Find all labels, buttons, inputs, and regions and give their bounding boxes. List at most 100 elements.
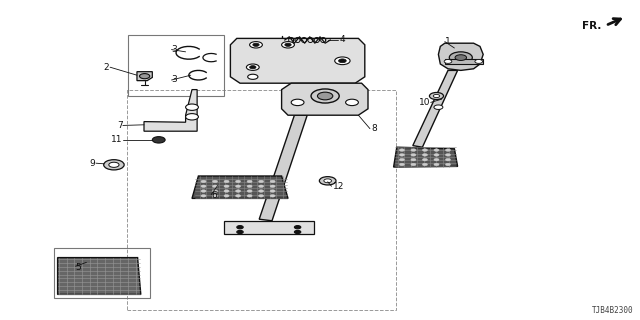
Circle shape <box>434 154 439 156</box>
Circle shape <box>109 162 119 167</box>
Circle shape <box>237 226 243 229</box>
Circle shape <box>270 195 275 197</box>
Text: 3: 3 <box>172 45 177 54</box>
Circle shape <box>319 177 336 185</box>
Circle shape <box>270 180 275 183</box>
Circle shape <box>411 163 416 166</box>
Polygon shape <box>144 90 197 131</box>
Bar <box>54 248 150 298</box>
Polygon shape <box>438 43 483 70</box>
Circle shape <box>324 179 332 183</box>
Circle shape <box>434 158 439 161</box>
Circle shape <box>455 55 467 60</box>
Circle shape <box>434 149 439 151</box>
Circle shape <box>270 185 275 188</box>
Circle shape <box>259 185 264 188</box>
Circle shape <box>236 185 241 188</box>
Circle shape <box>422 149 428 151</box>
Circle shape <box>224 190 229 192</box>
Circle shape <box>247 185 252 188</box>
Circle shape <box>291 99 304 106</box>
Text: 2: 2 <box>103 63 109 72</box>
Circle shape <box>399 163 404 166</box>
Text: 4: 4 <box>339 36 345 44</box>
Circle shape <box>140 74 150 79</box>
Polygon shape <box>230 38 365 83</box>
Circle shape <box>152 137 165 143</box>
Text: FR.: FR. <box>582 21 602 31</box>
Text: 10: 10 <box>419 98 431 107</box>
Text: 9: 9 <box>89 159 95 168</box>
Circle shape <box>445 154 451 156</box>
Text: 11: 11 <box>111 135 123 144</box>
Polygon shape <box>58 258 141 294</box>
Circle shape <box>399 154 404 156</box>
Circle shape <box>248 74 258 79</box>
Polygon shape <box>224 221 314 234</box>
Circle shape <box>282 42 294 48</box>
Text: 3: 3 <box>172 76 177 84</box>
Circle shape <box>247 190 252 192</box>
Circle shape <box>346 99 358 106</box>
Circle shape <box>335 57 350 65</box>
Circle shape <box>212 190 218 192</box>
Text: 6: 6 <box>211 191 217 200</box>
Circle shape <box>399 158 404 161</box>
Text: TJB4B2300: TJB4B2300 <box>592 306 634 315</box>
Polygon shape <box>259 115 307 221</box>
Polygon shape <box>394 147 458 167</box>
Circle shape <box>212 180 218 183</box>
Text: 1: 1 <box>445 37 451 46</box>
Circle shape <box>317 92 333 100</box>
Polygon shape <box>192 176 288 198</box>
Circle shape <box>250 66 256 69</box>
Circle shape <box>449 52 472 63</box>
Text: 7: 7 <box>117 121 123 130</box>
Circle shape <box>444 60 452 63</box>
Polygon shape <box>137 72 152 81</box>
Circle shape <box>294 226 301 229</box>
Circle shape <box>311 89 339 103</box>
Circle shape <box>445 149 451 151</box>
Circle shape <box>237 230 243 234</box>
Circle shape <box>434 163 439 166</box>
Circle shape <box>285 43 291 46</box>
Bar <box>445 59 483 64</box>
Circle shape <box>259 190 264 192</box>
Circle shape <box>250 42 262 48</box>
Circle shape <box>212 185 218 188</box>
Circle shape <box>433 94 440 98</box>
Circle shape <box>236 195 241 197</box>
Circle shape <box>247 180 252 183</box>
Text: 8: 8 <box>371 124 377 133</box>
Circle shape <box>434 105 443 109</box>
Circle shape <box>339 59 346 63</box>
Circle shape <box>429 92 444 100</box>
Text: 12: 12 <box>333 182 344 191</box>
Circle shape <box>259 180 264 183</box>
Circle shape <box>186 114 198 120</box>
Circle shape <box>236 190 241 192</box>
Circle shape <box>201 195 206 197</box>
Circle shape <box>186 104 198 110</box>
Circle shape <box>475 60 483 63</box>
Circle shape <box>247 195 252 197</box>
Circle shape <box>224 180 229 183</box>
Circle shape <box>411 149 416 151</box>
Circle shape <box>246 64 259 70</box>
Circle shape <box>236 180 241 183</box>
Circle shape <box>104 160 124 170</box>
Circle shape <box>224 185 229 188</box>
Circle shape <box>399 149 404 151</box>
Bar <box>127 90 396 310</box>
Polygon shape <box>282 83 368 115</box>
Circle shape <box>445 158 451 161</box>
Circle shape <box>201 190 206 192</box>
Text: 5: 5 <box>76 263 81 272</box>
Circle shape <box>422 158 428 161</box>
Circle shape <box>422 163 428 166</box>
Circle shape <box>411 154 416 156</box>
Circle shape <box>259 195 264 197</box>
Circle shape <box>422 154 428 156</box>
Circle shape <box>294 230 301 234</box>
